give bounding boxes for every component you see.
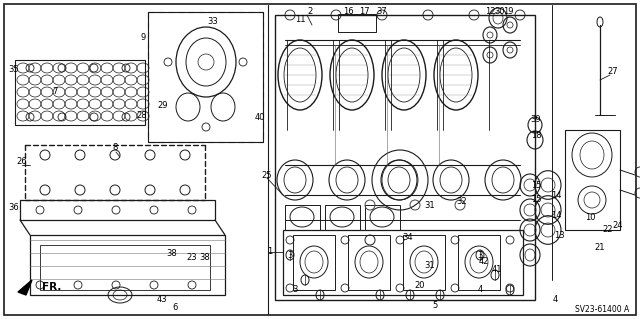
Text: 41: 41 (492, 265, 502, 275)
Text: 4: 4 (477, 286, 483, 294)
Bar (325, 205, 360, 230)
Text: 38: 38 (166, 249, 177, 257)
Text: 39: 39 (531, 115, 541, 124)
Text: 21: 21 (595, 243, 605, 253)
Text: 35: 35 (9, 65, 19, 75)
Text: 17: 17 (358, 6, 369, 16)
Text: FR.: FR. (42, 282, 61, 292)
Text: 24: 24 (612, 220, 623, 229)
Text: 4: 4 (552, 295, 557, 305)
Text: 15: 15 (531, 196, 541, 204)
Text: 6: 6 (172, 303, 178, 313)
Text: 27: 27 (608, 68, 618, 77)
Text: 5: 5 (433, 300, 438, 309)
Text: 15: 15 (531, 181, 541, 189)
Text: 3: 3 (287, 250, 292, 259)
Text: 12: 12 (484, 8, 495, 17)
Text: 34: 34 (403, 234, 413, 242)
Text: 3: 3 (477, 250, 483, 259)
Text: 36: 36 (8, 204, 19, 212)
Bar (30, 235, 225, 295)
Text: 16: 16 (342, 6, 353, 16)
Text: 22: 22 (603, 226, 613, 234)
Text: 2: 2 (307, 6, 312, 16)
Text: 13: 13 (554, 231, 564, 240)
Text: 38: 38 (200, 254, 211, 263)
Text: 32: 32 (457, 197, 467, 206)
Bar (283, 230, 523, 295)
Polygon shape (18, 280, 32, 295)
Text: 29: 29 (157, 100, 168, 109)
Bar (365, 205, 400, 230)
Text: 31: 31 (425, 201, 435, 210)
Bar (285, 205, 320, 230)
Bar (338, 14, 376, 32)
Bar (40, 245, 210, 290)
Text: 8: 8 (112, 144, 118, 152)
Bar (275, 15, 535, 300)
Bar (458, 235, 500, 290)
Bar (348, 235, 390, 290)
Text: 3: 3 (292, 286, 298, 294)
Text: SV23-61400 A: SV23-61400 A (575, 306, 629, 315)
Text: 33: 33 (207, 18, 218, 26)
Text: 10: 10 (585, 213, 595, 222)
Text: 14: 14 (551, 211, 561, 219)
Bar (20, 200, 215, 220)
Text: 20: 20 (415, 280, 425, 290)
Text: 31: 31 (425, 261, 435, 270)
Bar (15, 60, 145, 125)
Text: 25: 25 (262, 170, 272, 180)
Text: 11: 11 (295, 16, 305, 25)
Text: 23: 23 (187, 254, 197, 263)
Text: 43: 43 (157, 295, 167, 305)
Text: 40: 40 (255, 114, 265, 122)
Text: 19: 19 (503, 8, 513, 17)
Text: 1: 1 (268, 248, 273, 256)
Bar (293, 235, 335, 290)
Bar (403, 235, 445, 290)
Text: 26: 26 (17, 158, 28, 167)
Text: 9: 9 (140, 33, 146, 41)
Text: 7: 7 (52, 87, 58, 97)
Text: 42: 42 (479, 257, 489, 266)
Text: 37: 37 (376, 6, 387, 16)
Text: 18: 18 (531, 130, 541, 139)
Text: 30: 30 (495, 6, 506, 16)
Bar (148, 12, 263, 142)
Text: 14: 14 (551, 190, 561, 199)
Bar (565, 130, 620, 230)
Text: 28: 28 (137, 110, 147, 120)
